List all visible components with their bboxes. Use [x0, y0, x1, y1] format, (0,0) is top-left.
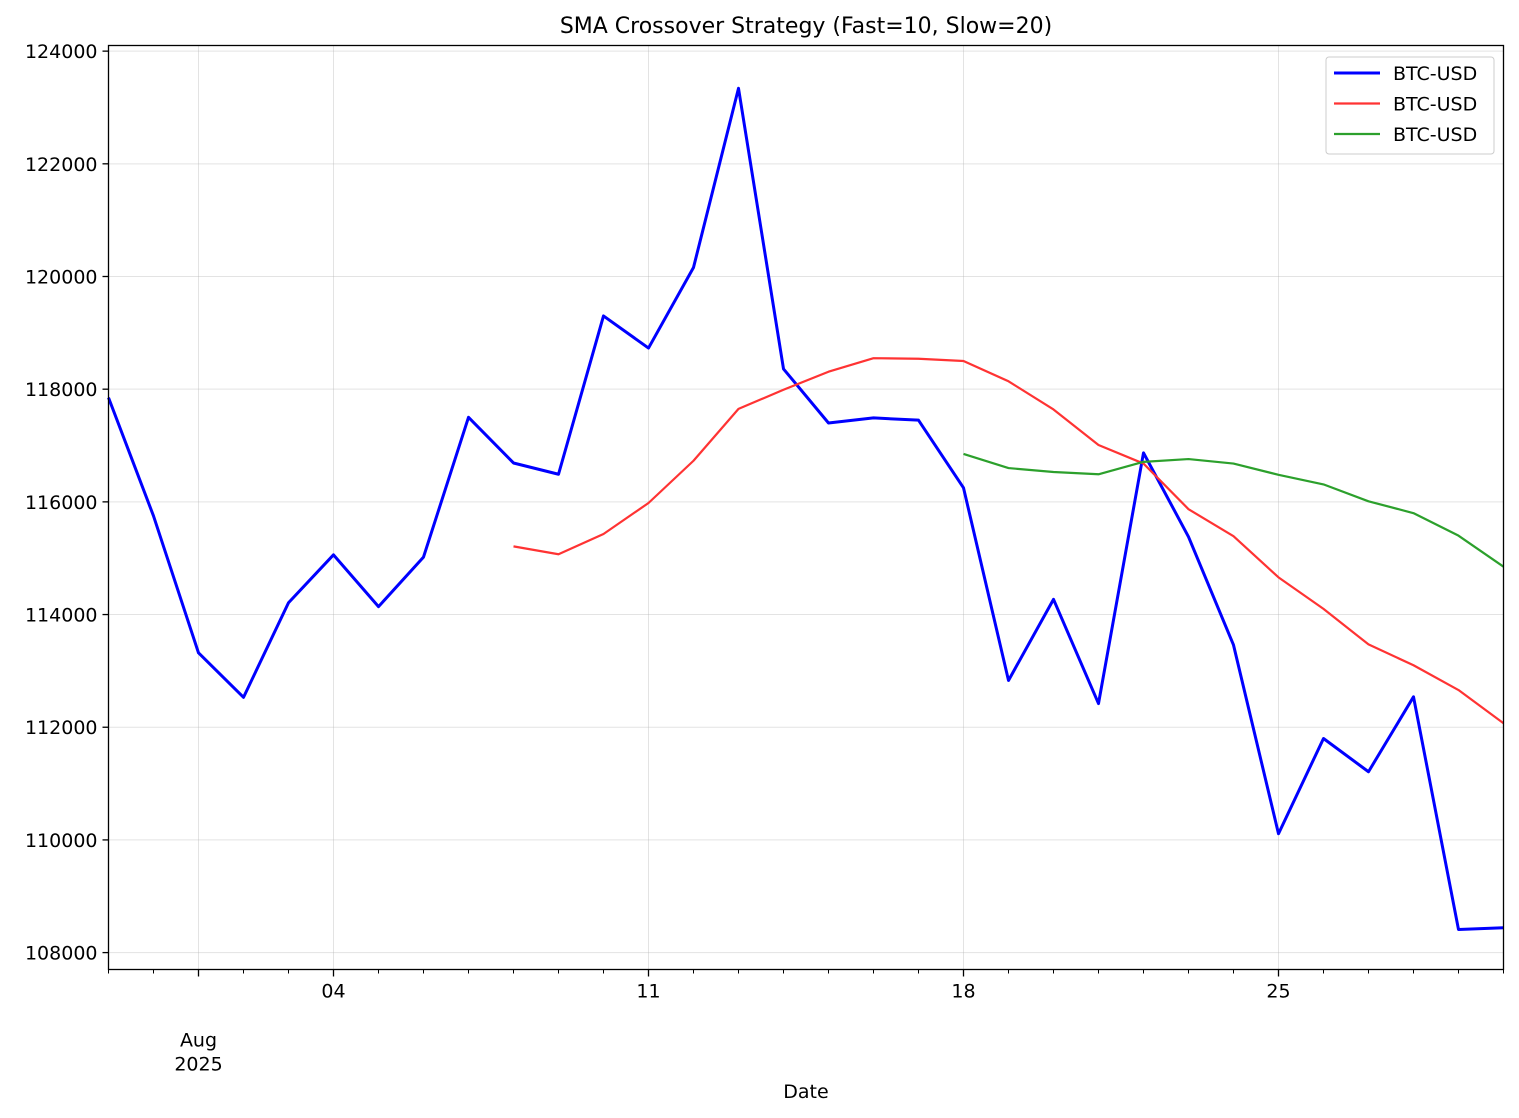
x-tick-label: 25: [1266, 981, 1290, 1003]
series-line-3: [963, 452, 1505, 568]
y-tick-label: 112000: [25, 717, 98, 739]
y-axis: 108000 110000 112000 114000 116000 118000 1200…: [25, 41, 109, 965]
y-tick-label: 114000: [25, 605, 98, 627]
y-tick-label: 116000: [25, 492, 98, 514]
y-tick-label: 108000: [25, 943, 98, 965]
x-axis-label: Date: [783, 1081, 828, 1103]
x-tick-label: 18: [951, 981, 975, 1003]
y-tick-label: 124000: [25, 41, 98, 63]
legend-label-1: BTC-USD: [1393, 63, 1477, 85]
y-tick-label: 122000: [25, 154, 98, 176]
x-tick-label: Aug: [180, 1030, 217, 1052]
y-tick-label: 120000: [25, 267, 98, 289]
plot-frame: [107, 44, 1505, 971]
x-tick-label: 11: [636, 981, 660, 1003]
chart-title: SMA Crossover Strategy (Fast=10, Slow=20…: [560, 14, 1052, 39]
legend-box: [1325, 56, 1495, 155]
x-tick-sublabel: 2025: [174, 1054, 222, 1076]
legend: BTC-USD BTC-USD BTC-USD: [1325, 56, 1495, 155]
y-tick-label: 118000: [25, 379, 98, 401]
grid-lines: [108, 45, 1504, 970]
x-tick-label: 04: [321, 981, 345, 1003]
legend-label-2: BTC-USD: [1393, 94, 1477, 116]
series-line-1: [107, 86, 1504, 931]
series-line-2: [513, 357, 1505, 725]
y-tick-label: 110000: [25, 830, 98, 852]
series-lines: [107, 86, 1505, 931]
legend-label-3: BTC-USD: [1393, 124, 1477, 146]
